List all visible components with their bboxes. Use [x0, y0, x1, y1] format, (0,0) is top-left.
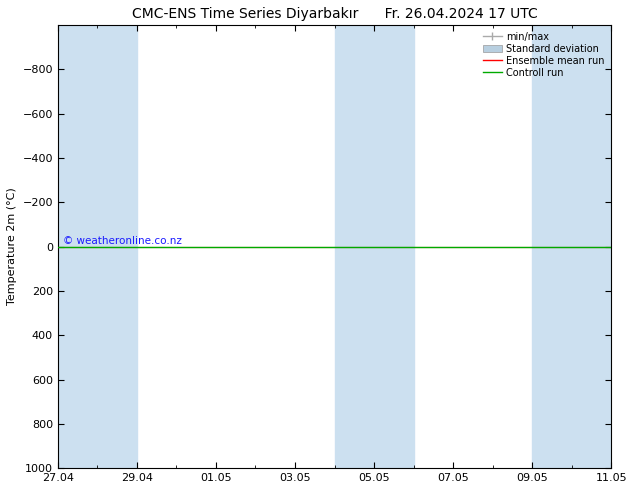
Text: © weatheronline.co.nz: © weatheronline.co.nz [63, 236, 182, 246]
Legend: min/max, Standard deviation, Ensemble mean run, Controll run: min/max, Standard deviation, Ensemble me… [481, 30, 606, 79]
Bar [532, 25, 611, 468]
Bar [335, 25, 413, 468]
Title: CMC-ENS Time Series Diyarbakır      Fr. 26.04.2024 17 UTC: CMC-ENS Time Series Diyarbakır Fr. 26.04… [132, 7, 538, 21]
Y-axis label: Temperature 2m (°C): Temperature 2m (°C) [7, 188, 17, 305]
Bar [58, 25, 137, 468]
